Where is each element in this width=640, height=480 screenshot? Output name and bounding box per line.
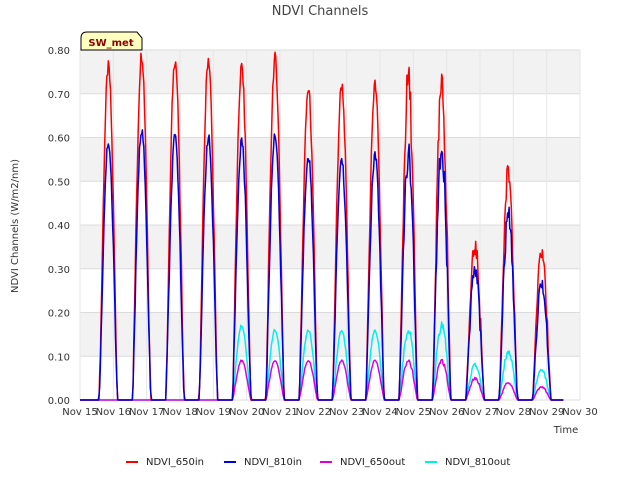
x-tick-label: Nov 18 [162, 407, 197, 418]
y-tick-label: 0.70 [48, 90, 70, 101]
plot-band [80, 181, 580, 225]
x-tick-label: Nov 19 [196, 407, 231, 418]
x-tick-label: Nov 24 [362, 407, 397, 418]
plot-band [80, 50, 580, 94]
badge-box [80, 31, 143, 51]
x-tick-label: Nov 30 [562, 407, 597, 418]
x-axis-title: Time [553, 425, 578, 436]
series-line-ndvi-810in [80, 129, 564, 401]
grid-lines [79, 49, 581, 401]
x-tick-label: Nov 16 [96, 407, 131, 418]
x-tick-label: Nov 25 [396, 407, 431, 418]
plot-band [80, 93, 580, 138]
legend: NDVI_650in NDVI_810in NDVI_650out NDVI_810o… [126, 457, 510, 468]
plot-band [80, 137, 580, 182]
x-tick-label: Nov 17 [129, 407, 164, 418]
plot-band [80, 225, 580, 269]
x-tick-label: Nov 21 [262, 407, 297, 418]
plot-band [80, 356, 580, 400]
y-tick-label: 0.60 [48, 134, 70, 145]
x-tick-label: Nov 23 [329, 407, 364, 418]
chart-title: NDVI Channels [272, 4, 369, 19]
legend-label: NDVI_650out [340, 457, 405, 468]
plot-background [80, 50, 580, 400]
y-tick-label: 0.10 [48, 352, 70, 363]
legend-label: NDVI_650in [146, 457, 204, 468]
y-tick-label: 0.30 [48, 265, 70, 276]
legend-item-ndvi-810out: NDVI_810out [425, 457, 510, 468]
plot-band [80, 268, 580, 313]
y-axis-ticks: 0.00 0.10 0.20 0.30 0.40 0.50 0.60 0.70 0.80 [48, 46, 70, 407]
sw-met-badge: SW_met [80, 31, 143, 51]
y-tick-label: 0.80 [48, 46, 70, 57]
x-tick-label: Nov 29 [529, 407, 564, 418]
x-tick-label: Nov 27 [462, 407, 497, 418]
x-tick-label: Nov 20 [229, 407, 264, 418]
x-tick-label: Nov 28 [496, 407, 531, 418]
plot-band [80, 312, 580, 357]
y-tick-label: 0.00 [48, 396, 70, 407]
y-tick-label: 0.20 [48, 309, 70, 320]
x-tick-label: Nov 22 [296, 407, 331, 418]
y-axis-title: NDVI Channels (W/m2/nm) [10, 159, 21, 293]
legend-item-ndvi-650in: NDVI_650in [126, 457, 204, 468]
series-layer [80, 51, 564, 401]
x-tick-label: Nov 15 [62, 407, 97, 418]
x-tick-label: Nov 26 [429, 407, 464, 418]
legend-label: NDVI_810out [445, 457, 510, 468]
legend-label: NDVI_810in [244, 457, 302, 468]
badge-label: SW_met [88, 38, 133, 49]
legend-item-ndvi-810in: NDVI_810in [224, 457, 302, 468]
y-tick-label: 0.50 [48, 177, 70, 188]
legend-item-ndvi-650out: NDVI_650out [320, 457, 405, 468]
y-tick-label: 0.40 [48, 221, 70, 232]
